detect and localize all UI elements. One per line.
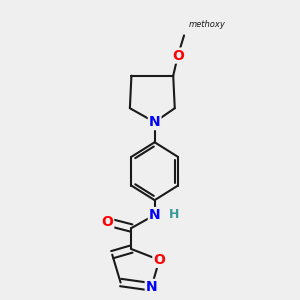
Text: O: O bbox=[101, 215, 113, 229]
Text: N: N bbox=[149, 208, 161, 222]
Text: methoxy: methoxy bbox=[189, 20, 226, 29]
Text: N: N bbox=[146, 280, 158, 294]
Text: O: O bbox=[153, 253, 165, 267]
Text: H: H bbox=[169, 208, 179, 221]
Text: O: O bbox=[172, 49, 184, 63]
Text: N: N bbox=[149, 115, 161, 129]
